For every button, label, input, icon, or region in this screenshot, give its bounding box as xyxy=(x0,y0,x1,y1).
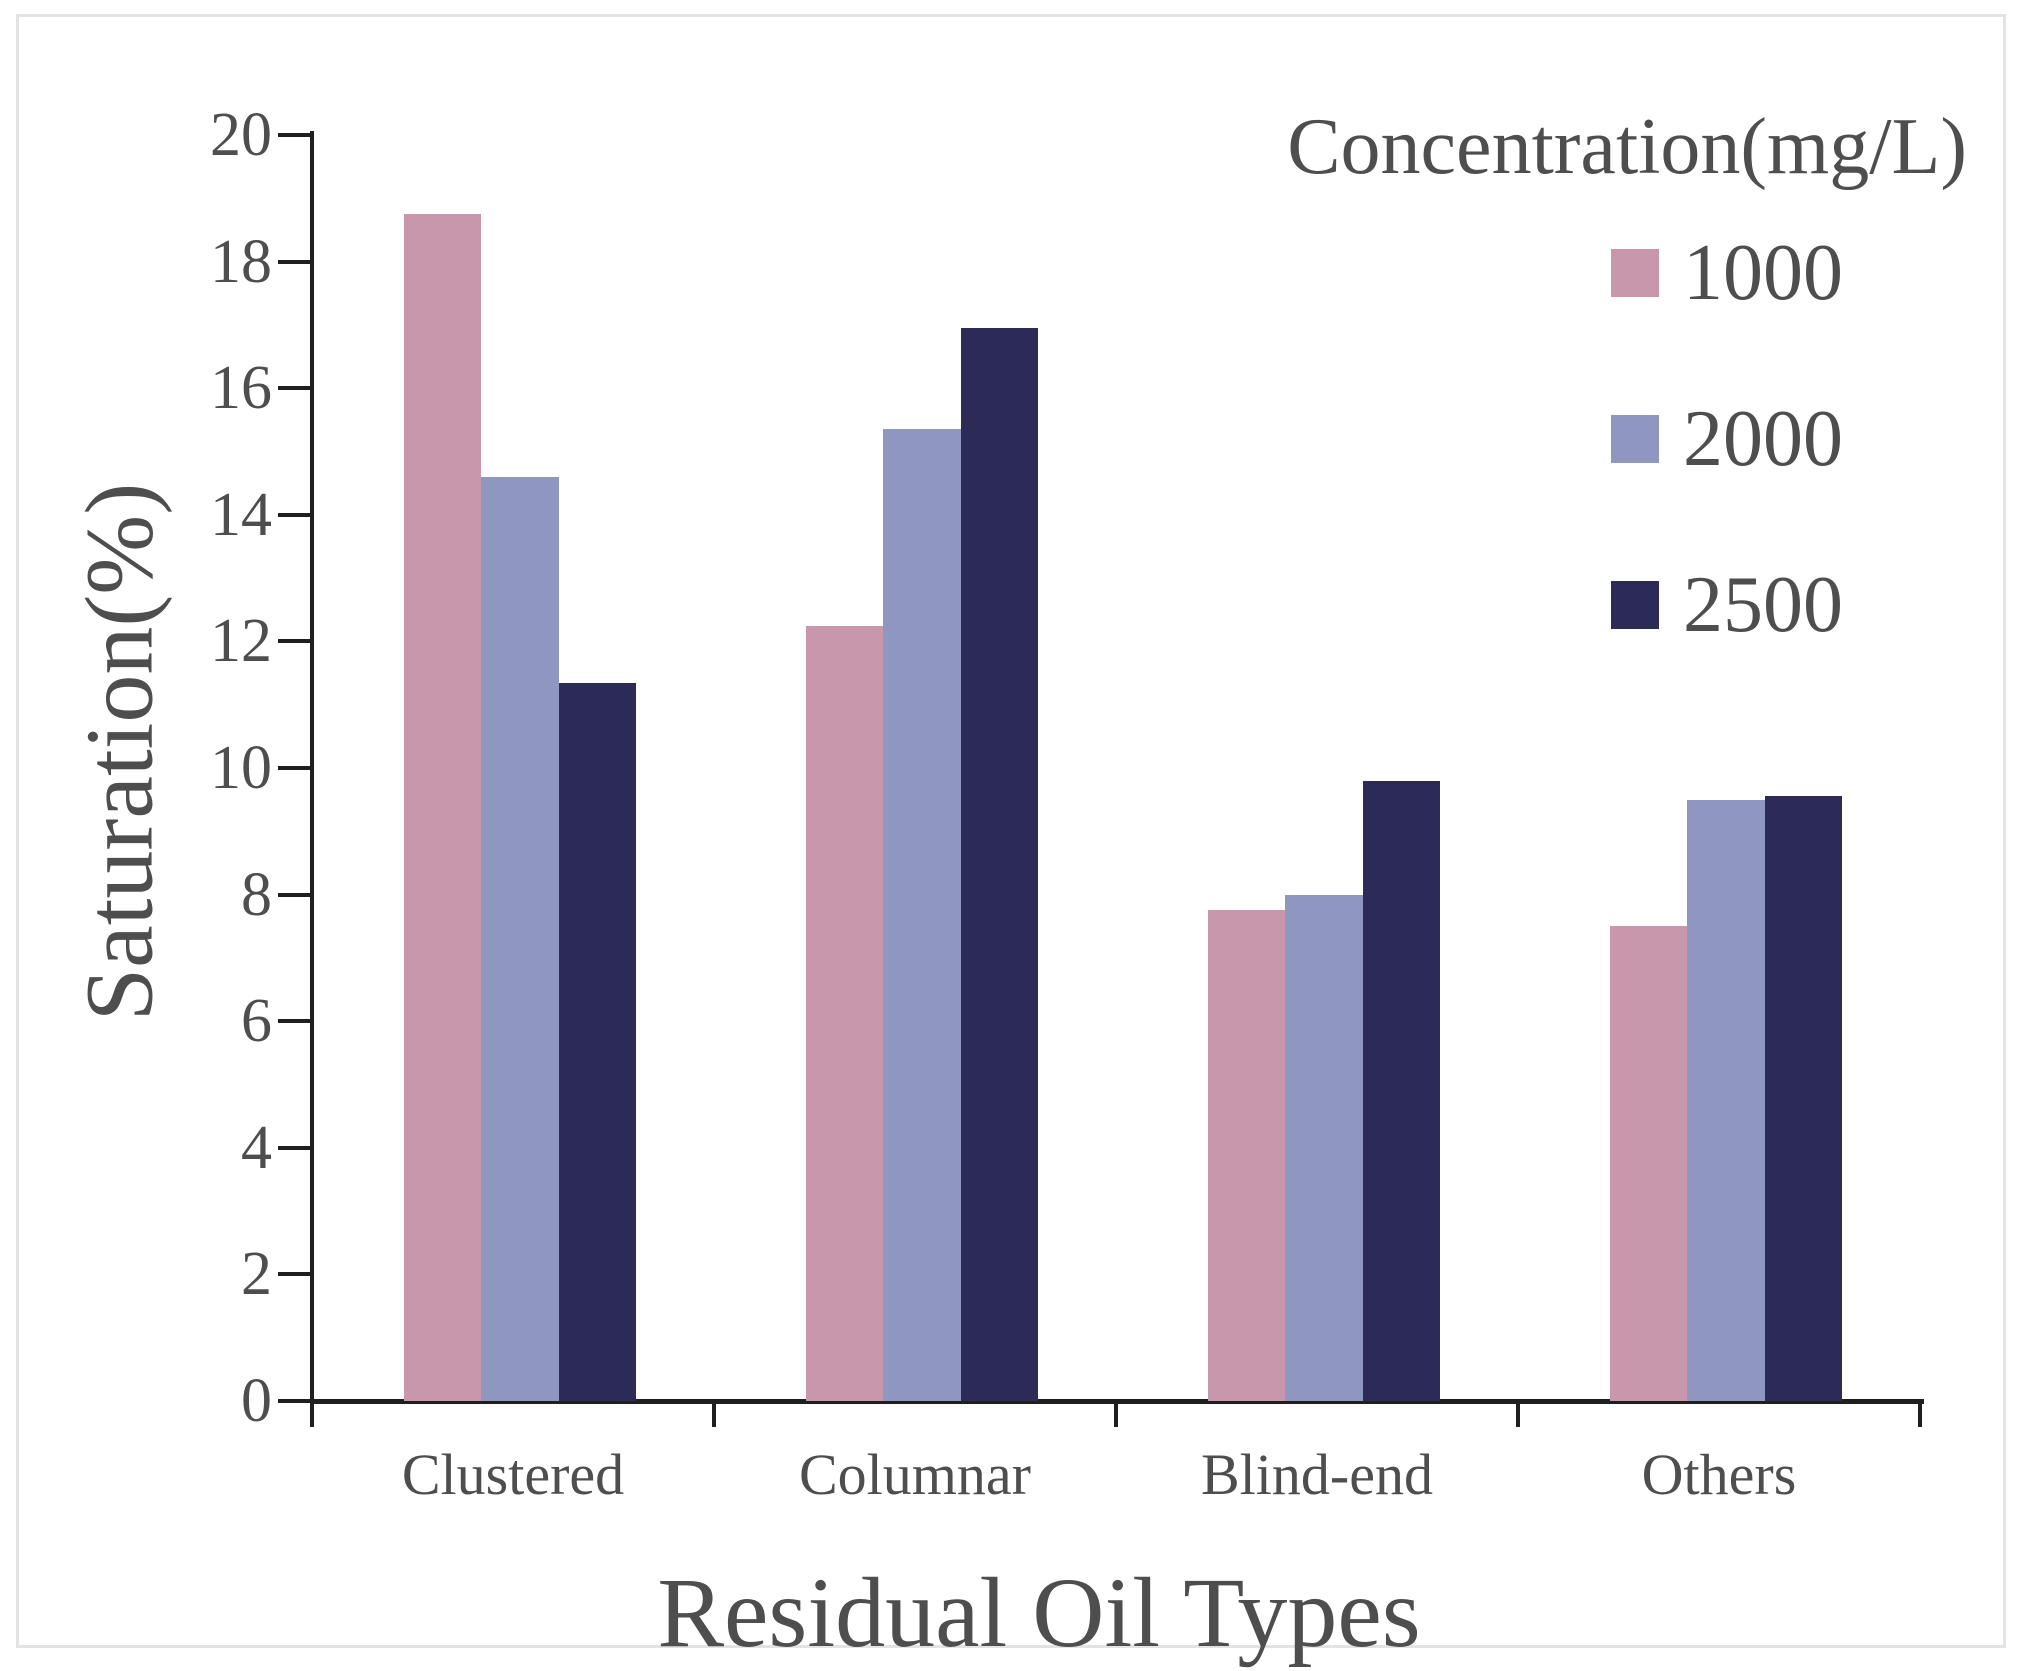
bar-clustered-1000 xyxy=(404,214,482,1401)
legend-swatch-1000 xyxy=(1611,249,1659,297)
category-label-columnar: Columnar xyxy=(799,1442,1031,1507)
y-tick-label-20: 20 xyxy=(210,101,272,169)
legend-entry-2500: 2500 xyxy=(1611,557,1843,653)
legend-swatch-2500 xyxy=(1611,581,1659,629)
y-tick-10 xyxy=(278,766,312,770)
y-tick-label-0: 0 xyxy=(241,1367,272,1435)
y-tick-label-10: 10 xyxy=(210,734,272,802)
figure-frame: Saturation(%) Residual Oil Types 0 2 4 6 8 10… xyxy=(16,14,2006,1668)
x-tick-4 xyxy=(1918,1402,1922,1427)
bar-columnar-2500 xyxy=(960,328,1038,1401)
y-tick-label-12: 12 xyxy=(210,607,272,676)
x-tick-3 xyxy=(1516,1402,1520,1427)
y-tick-label-4: 4 xyxy=(241,1113,272,1182)
category-label-others: Others xyxy=(1641,1442,1797,1507)
bar-columnar-1000 xyxy=(806,625,884,1401)
y-tick-2 xyxy=(278,1272,312,1277)
y-tick-label-14: 14 xyxy=(210,480,272,549)
category-label-clustered: Clustered xyxy=(401,1442,625,1507)
y-tick-16 xyxy=(278,386,312,391)
y-tick-label-6: 6 xyxy=(241,987,272,1056)
bar-clustered-2500 xyxy=(558,682,636,1401)
y-tick-6 xyxy=(278,1019,312,1024)
legend-label-2500: 2500 xyxy=(1683,561,1843,649)
category-label-blind-end: Blind-end xyxy=(1201,1442,1433,1507)
y-tick-0 xyxy=(278,1399,312,1403)
bar-columnar-2000 xyxy=(883,429,961,1401)
y-tick-label-18: 18 xyxy=(210,227,272,296)
y-tick-18 xyxy=(278,259,312,264)
x-axis-title: Residual Oil Types xyxy=(657,1557,1421,1668)
y-tick-4 xyxy=(278,1145,312,1150)
legend-swatch-2000 xyxy=(1611,415,1659,463)
legend-entry-1000: 1000 xyxy=(1611,225,1843,321)
y-tick-8 xyxy=(278,892,312,897)
x-tick-0 xyxy=(310,1402,314,1427)
legend-entry-2000: 2000 xyxy=(1611,391,1843,487)
bar-blind-end-1000 xyxy=(1208,910,1286,1401)
bar-others-2000 xyxy=(1687,799,1765,1401)
bar-blind-end-2000 xyxy=(1285,894,1363,1401)
y-tick-label-16: 16 xyxy=(210,354,272,423)
y-axis-line xyxy=(310,131,314,1404)
legend-label-1000: 1000 xyxy=(1683,229,1843,317)
x-axis-line xyxy=(310,1399,1924,1404)
bar-blind-end-2500 xyxy=(1362,780,1440,1401)
bar-others-2500 xyxy=(1764,796,1842,1401)
y-tick-label-8: 8 xyxy=(241,860,272,929)
legend-label-2000: 2000 xyxy=(1683,395,1843,483)
y-tick-label-2: 2 xyxy=(241,1240,272,1309)
y-tick-12 xyxy=(278,639,312,644)
legend-title: Concentration(mg/L) xyxy=(1287,103,1967,191)
x-tick-2 xyxy=(1114,1402,1118,1427)
bar-others-1000 xyxy=(1610,926,1688,1401)
y-tick-20 xyxy=(278,133,312,137)
bar-clustered-2000 xyxy=(481,476,559,1401)
y-tick-14 xyxy=(278,512,312,517)
x-tick-1 xyxy=(712,1402,716,1427)
